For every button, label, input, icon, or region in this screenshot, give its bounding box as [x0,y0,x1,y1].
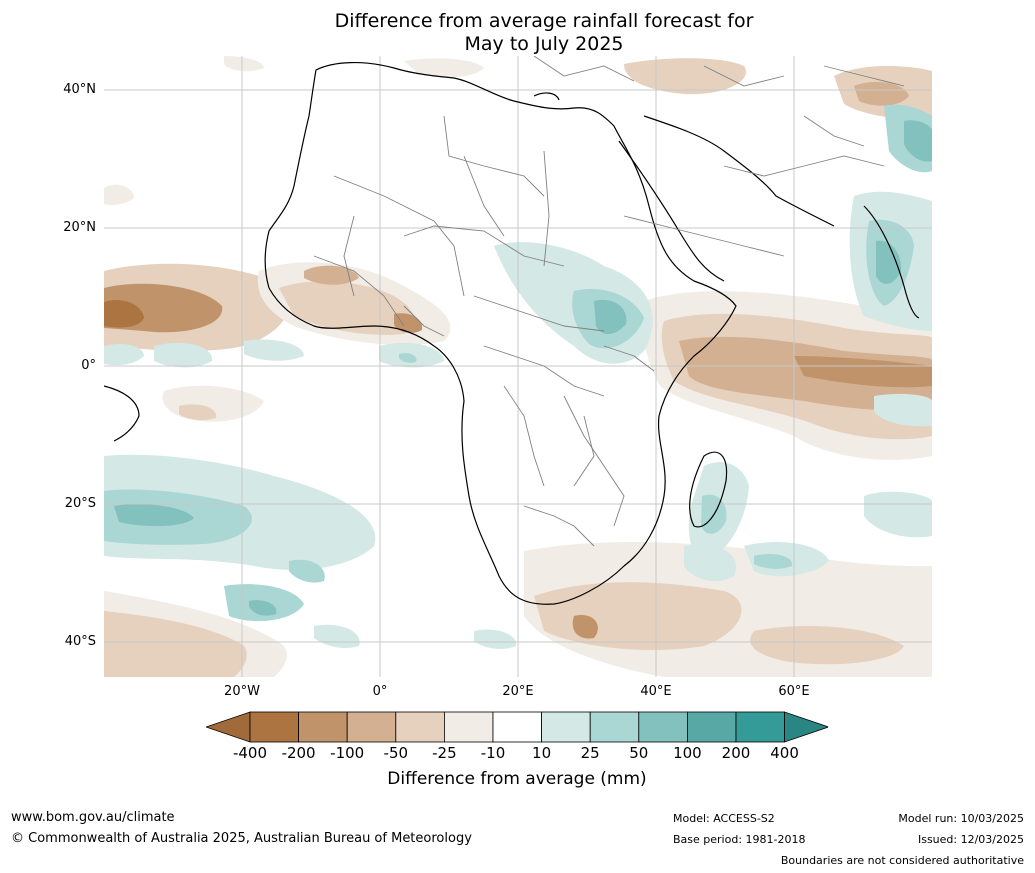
colorbar-tick-label: 25 [580,744,600,762]
colorbar-tick-label: 400 [770,744,799,762]
dry-anomaly-areas [104,56,932,677]
lat-label-0: 0° [81,358,96,373]
map-svg [104,56,932,677]
wet-anomaly-areas [104,104,932,649]
colorbar-swatch [346,711,397,743]
colorbar-tick-label: -100 [330,744,365,762]
colorbar-tick-label: -10 [480,744,506,762]
lat-label-40s: 40°S [64,634,96,649]
colorbar-tick-label: 10 [532,744,552,762]
colorbar-tick-label: 50 [629,744,649,762]
model-name: Model: ACCESS-S2 [673,812,775,825]
colorbar-tick-label: -50 [383,744,409,762]
title-line-2: May to July 2025 [464,33,624,55]
map-title: Difference from average rainfall forecas… [104,10,984,56]
colorbar-swatch [395,711,445,743]
boundary-disclaimer: Boundaries are not considered authoritat… [780,854,1024,867]
model-run-date: Model run: 10/03/2025 [898,812,1024,825]
issued-date: Issued: 12/03/2025 [917,833,1024,846]
colorbar-swatch [735,711,785,743]
colorbar-swatch [443,711,494,743]
colorbar-min-extension [206,711,251,743]
gridlines [104,56,932,677]
lon-label-60e: 60°E [778,684,810,699]
lat-label-40n: 40°N [63,82,96,97]
rainfall-map [104,56,932,677]
colorbar-swatch [686,711,737,743]
coastlines [104,62,920,605]
lon-label-0: 0° [372,684,388,699]
colorbar-tick-label: -25 [432,744,457,762]
copyright-text: © Commonwealth of Australia 2025, Austra… [11,831,472,846]
country-boundaries [313,56,905,547]
legend-title: Difference from average (mm) [387,769,647,789]
colorbar-tick-label: 100 [673,744,702,762]
colorbar-swatch [298,711,348,743]
colorbar-legend [206,711,828,743]
title-line-1: Difference from average rainfall forecas… [334,10,754,32]
base-period: Base period: 1981-2018 [673,833,806,846]
colorbar-swatch [589,711,640,743]
colorbar-max-extension [784,711,828,743]
lat-label-20s: 20°S [64,496,96,511]
lat-label-20n: 20°N [63,220,96,235]
colorbar-tick-label: 200 [721,744,751,762]
colorbar-swatch [541,711,591,743]
colorbar-tick-label: -200 [281,744,316,762]
lon-label-20w: 20°W [224,684,260,699]
lon-label-20e: 20°E [502,684,534,699]
colorbar-tick-label: -400 [232,744,268,762]
colorbar-swatch [249,711,299,743]
colorbar-swatch [492,711,542,743]
website-link[interactable]: www.bom.gov.au/climate [11,810,175,825]
lon-label-40e: 40°E [640,684,672,699]
colorbar-swatch [638,711,688,743]
